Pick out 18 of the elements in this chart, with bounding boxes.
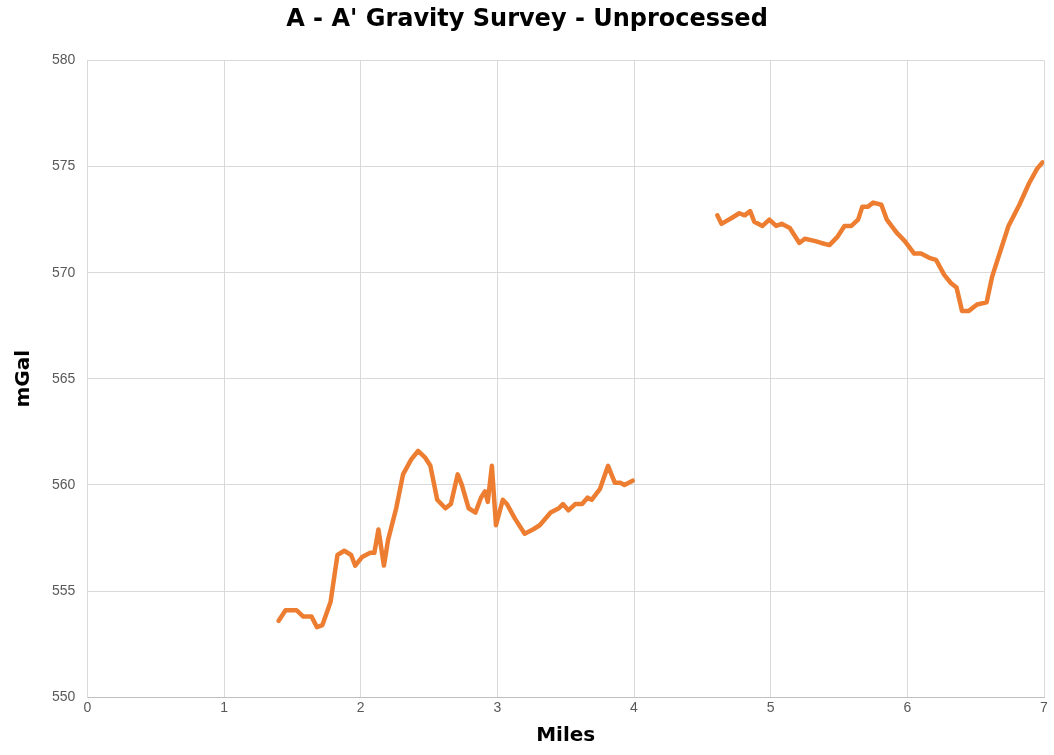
x-tick-label: 0 [83, 699, 92, 716]
y-tick-label: 565 [52, 369, 76, 386]
y-tick-label: 560 [52, 475, 76, 492]
y-tick-label: 555 [52, 581, 76, 598]
y-axis-title: mGal [10, 350, 35, 408]
x-tick-label: 2 [356, 699, 365, 716]
x-tick-label: 3 [493, 699, 502, 716]
y-tick-label: 570 [52, 263, 76, 280]
x-tick-label: 1 [220, 699, 229, 716]
x-tick-label: 4 [630, 699, 639, 716]
y-tick-label: 550 [52, 688, 76, 705]
x-tick-label: 5 [766, 699, 775, 716]
x-tick-label: 6 [903, 699, 912, 716]
y-tick-label: 575 [52, 157, 76, 174]
y-tick-label: 580 [52, 51, 76, 68]
chart-title: A - A' Gravity Survey - Unprocessed [285, 4, 769, 32]
x-axis-title: Miles [536, 722, 596, 747]
x-tick-label: 7 [1040, 699, 1049, 716]
